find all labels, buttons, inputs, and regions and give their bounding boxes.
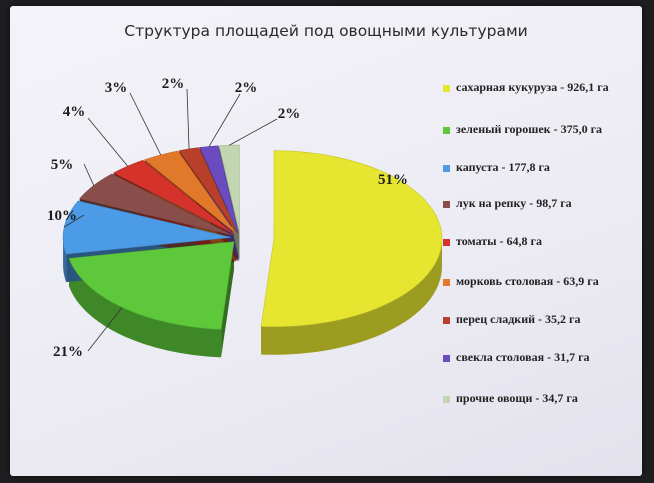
slice-3-rim bbox=[63, 237, 67, 283]
legend-label-5: томаты - 64,8 га bbox=[456, 234, 542, 248]
slice-8-leader-line bbox=[208, 93, 241, 147]
legend-item-8: свекла столовая - 31,7 га bbox=[443, 350, 634, 365]
slice-4-percent-label: 5% bbox=[51, 157, 74, 173]
slide: Структура площадей под овощными культура… bbox=[10, 6, 642, 476]
slice-1-top bbox=[260, 150, 443, 328]
slice-5-top bbox=[113, 159, 235, 235]
slice-7-percent-label: 2% bbox=[162, 76, 185, 92]
legend-swatch-9 bbox=[443, 396, 450, 403]
legend-item-1: сахарная кукуруза - 926,1 га bbox=[443, 80, 634, 95]
legend-item-6: морковь столовая - 63,9 га bbox=[443, 274, 634, 289]
legend-label-9: прочие овощи - 34,7 га bbox=[456, 391, 578, 405]
legend-label-3: капуста - 177,8 га bbox=[456, 160, 550, 174]
legend-swatch-6 bbox=[443, 279, 450, 286]
legend-item-5: томаты - 64,8 га bbox=[443, 234, 634, 249]
legend-item-9: прочие овощи - 34,7 га bbox=[443, 391, 634, 406]
slice-2-leader-line bbox=[87, 307, 123, 352]
slice-3-percent-label: 10% bbox=[47, 208, 77, 224]
slice-6-percent-label: 3% bbox=[105, 80, 128, 96]
chart-title: Структура площадей под овощными культура… bbox=[124, 22, 528, 40]
legend-label-8: свекла столовая - 31,7 га bbox=[456, 350, 590, 364]
legend-item-3: капуста - 177,8 га bbox=[443, 160, 634, 175]
slice-9-top bbox=[218, 144, 240, 234]
slice-9-leader-line bbox=[229, 118, 278, 146]
slice-6-top bbox=[143, 150, 237, 234]
legend-item-2: зеленый горошек - 375,0 га bbox=[443, 122, 634, 137]
legend-label-6: морковь столовая - 63,9 га bbox=[456, 274, 599, 288]
legend-label-7: перец сладкий - 35,2 га bbox=[456, 312, 581, 326]
legend-item-4: лук на репку - 98,7 га bbox=[443, 196, 634, 211]
slice-6-leader-line bbox=[129, 92, 162, 156]
slice-3-leader-line bbox=[64, 214, 85, 228]
slice-7-top bbox=[178, 147, 238, 234]
slice-2-top bbox=[68, 241, 235, 330]
slice-4-top bbox=[79, 173, 233, 236]
slice-1-rim bbox=[261, 238, 442, 355]
legend-swatch-7 bbox=[443, 317, 450, 324]
legend-label-4: лук на репку - 98,7 га bbox=[456, 196, 572, 210]
slice-2-side-start bbox=[221, 241, 235, 358]
legend-label-2: зеленый горошек - 375,0 га bbox=[456, 122, 603, 136]
slice-8-percent-label: 2% bbox=[235, 80, 258, 96]
legend-swatch-2 bbox=[443, 127, 450, 134]
legend-swatch-3 bbox=[443, 165, 450, 172]
legend-swatch-5 bbox=[443, 239, 450, 246]
slice-4-leader-line bbox=[83, 163, 95, 186]
slice-2-rim bbox=[69, 258, 222, 358]
slice-1-percent-label: 51% bbox=[378, 172, 408, 188]
slice-9-percent-label: 2% bbox=[278, 106, 301, 122]
legend-item-7: перец сладкий - 35,2 га bbox=[443, 312, 634, 327]
slice-5-percent-label: 4% bbox=[63, 104, 86, 120]
pie-chart: 51% 21% 10% 5% 4% 3% 2% 2% 2% bbox=[47, 76, 443, 360]
legend-swatch-1 bbox=[443, 85, 450, 92]
slice-7-leader-line bbox=[186, 88, 190, 149]
legend-swatch-8 bbox=[443, 355, 450, 362]
slice-2-percent-label: 21% bbox=[53, 344, 83, 360]
legend-label-1: сахарная кукуруза - 926,1 га bbox=[456, 80, 609, 94]
slice-5-leader-line bbox=[87, 117, 128, 167]
legend-swatch-4 bbox=[443, 201, 450, 208]
